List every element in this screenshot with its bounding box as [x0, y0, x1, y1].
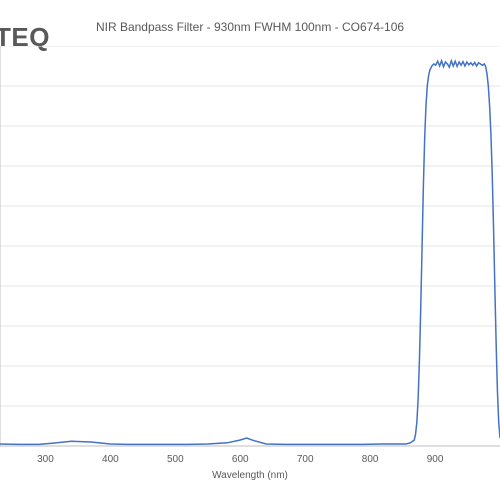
svg-text:900: 900	[427, 454, 444, 465]
svg-text:400: 400	[102, 454, 119, 465]
svg-text:700: 700	[297, 454, 314, 465]
svg-text:500: 500	[167, 454, 184, 465]
svg-text:600: 600	[232, 454, 249, 465]
svg-text:300: 300	[37, 454, 54, 465]
transmission-chart: 300 400 500 600 700 800 900	[0, 46, 500, 486]
chart-title: NIR Bandpass Filter - 930nm FWHM 100nm -…	[0, 20, 500, 34]
svg-text:800: 800	[362, 454, 379, 465]
x-axis-label: Wavelength (nm)	[0, 470, 500, 481]
